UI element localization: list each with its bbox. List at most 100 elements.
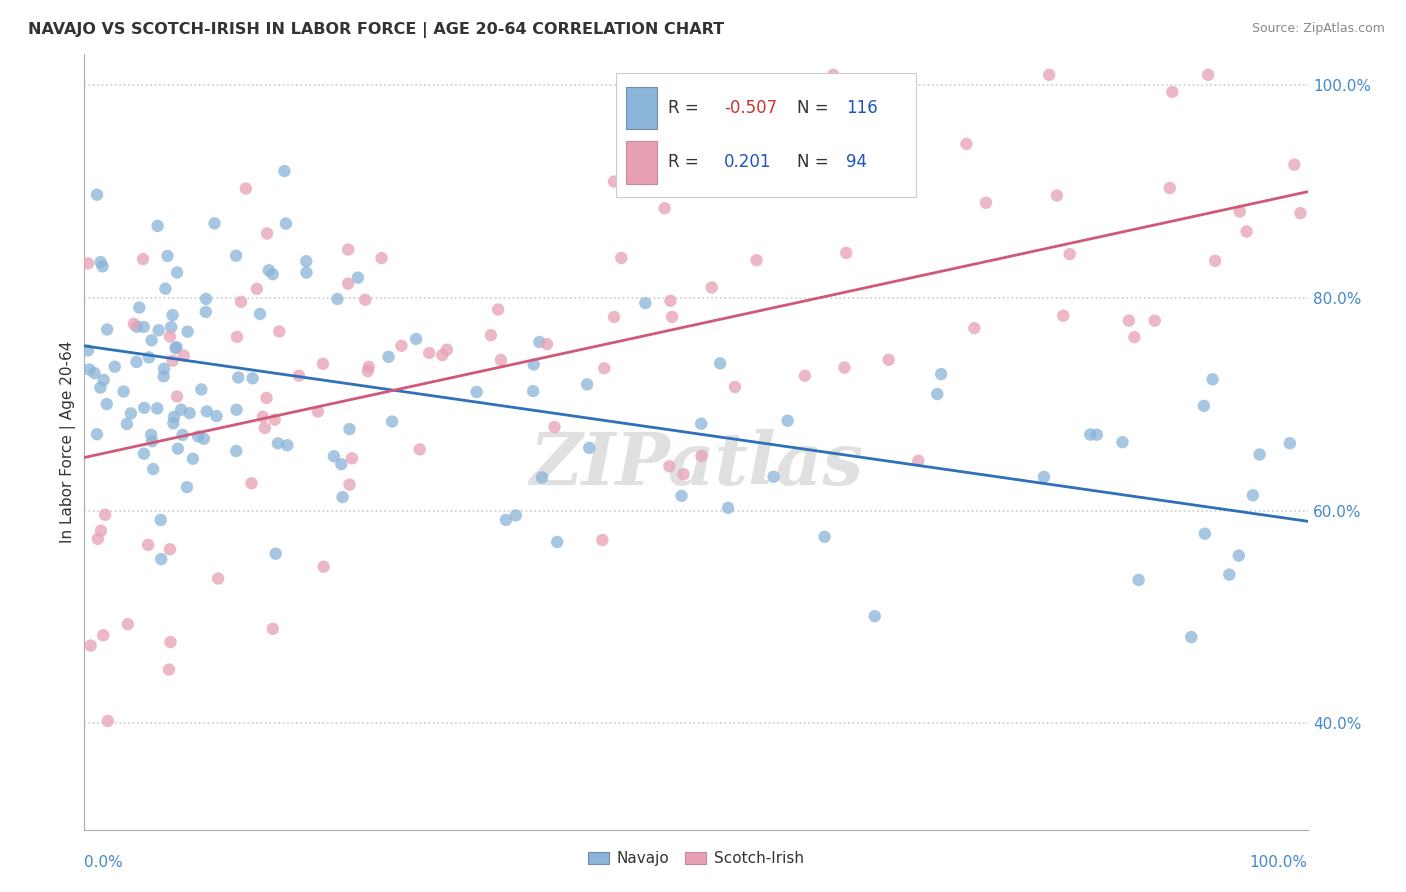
Point [176, 325, 198, 339]
Text: N =: N = [797, 99, 830, 117]
Point [793, 368, 815, 383]
Point [591, 533, 613, 547]
Point [377, 350, 399, 364]
Point [179, 406, 201, 420]
FancyBboxPatch shape [626, 87, 657, 129]
Point [142, 462, 165, 476]
Point [163, 409, 186, 424]
Point [700, 280, 723, 294]
Point [1289, 206, 1312, 220]
Point [141, 434, 163, 449]
Point [229, 294, 252, 309]
Point [146, 219, 169, 233]
Text: ZIPatlas: ZIPatlas [529, 429, 863, 500]
Point [150, 552, 173, 566]
Point [523, 358, 546, 372]
Point [907, 454, 929, 468]
Point [1204, 253, 1226, 268]
Point [115, 417, 138, 431]
Point [94, 508, 117, 522]
Point [263, 412, 285, 426]
Point [658, 459, 681, 474]
Text: -0.507: -0.507 [724, 99, 778, 117]
Point [181, 451, 204, 466]
Point [132, 252, 155, 266]
Point [160, 320, 183, 334]
Point [418, 346, 440, 360]
Point [165, 341, 187, 355]
Point [307, 404, 329, 418]
Point [156, 249, 179, 263]
Point [322, 450, 344, 464]
Point [104, 359, 127, 374]
Point [1128, 573, 1150, 587]
Point [93, 373, 115, 387]
Point [1241, 488, 1264, 502]
Point [531, 470, 554, 484]
Point [240, 476, 263, 491]
Text: 116: 116 [846, 99, 879, 117]
Point [830, 146, 852, 161]
Point [1059, 247, 1081, 261]
Point [339, 477, 361, 491]
Point [543, 420, 565, 434]
Point [357, 359, 380, 374]
Point [262, 267, 284, 281]
Point [122, 317, 145, 331]
Point [339, 422, 361, 436]
Point [125, 319, 148, 334]
Point [863, 609, 886, 624]
Text: R =: R = [668, 99, 699, 117]
Point [354, 293, 377, 307]
Point [249, 307, 271, 321]
Point [717, 500, 740, 515]
Point [1278, 436, 1301, 450]
Point [86, 187, 108, 202]
Point [77, 343, 100, 358]
Point [141, 334, 163, 348]
Point [877, 352, 900, 367]
Point [167, 442, 190, 456]
Point [529, 334, 551, 349]
Point [340, 451, 363, 466]
Point [166, 390, 188, 404]
Point [242, 371, 264, 385]
Point [96, 322, 118, 336]
Point [835, 246, 858, 260]
Point [1143, 313, 1166, 327]
Point [274, 217, 297, 231]
Point [166, 266, 188, 280]
Point [672, 467, 695, 482]
Text: N =: N = [797, 153, 830, 171]
Point [955, 136, 977, 151]
Point [79, 362, 101, 376]
Point [1118, 313, 1140, 327]
Point [295, 266, 318, 280]
Point [295, 254, 318, 268]
Point [120, 406, 142, 420]
Point [1046, 188, 1069, 202]
Y-axis label: In Labor Force | Age 20-64: In Labor Force | Age 20-64 [60, 341, 76, 542]
Point [288, 368, 311, 383]
Text: 100.0%: 100.0% [1250, 855, 1308, 870]
Point [522, 384, 544, 398]
Point [479, 328, 502, 343]
Point [381, 415, 404, 429]
Point [204, 216, 226, 230]
Point [166, 340, 188, 354]
Point [256, 391, 278, 405]
Point [205, 409, 228, 423]
Point [1229, 204, 1251, 219]
Point [1236, 225, 1258, 239]
Point [83, 366, 105, 380]
Point [690, 449, 713, 463]
Point [1249, 448, 1271, 462]
Point [834, 161, 856, 175]
Point [1194, 526, 1216, 541]
Point [136, 538, 159, 552]
Point [225, 444, 247, 458]
Point [578, 441, 600, 455]
Point [1218, 567, 1240, 582]
Point [155, 282, 177, 296]
Point [337, 243, 360, 257]
